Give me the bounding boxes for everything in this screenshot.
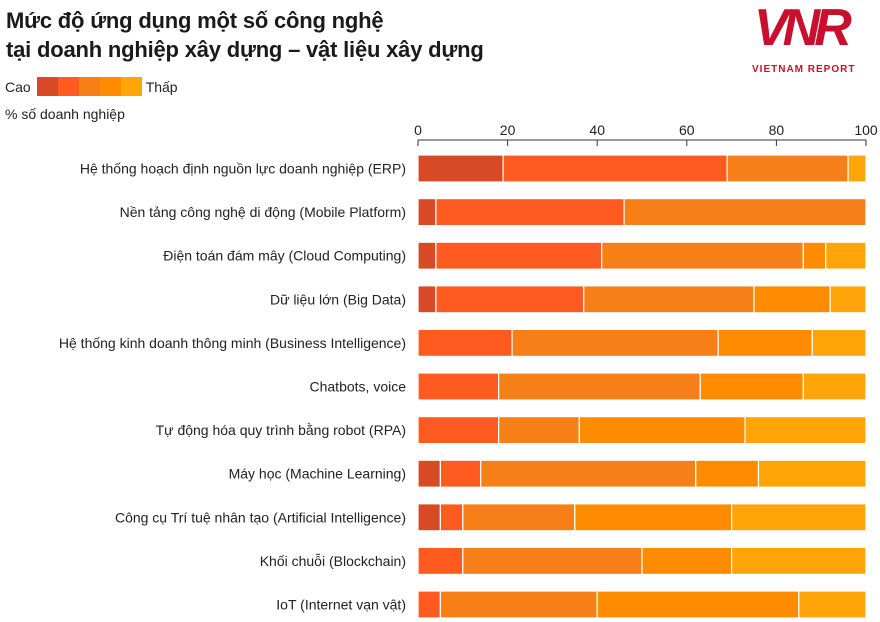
bar-segment-level-3 xyxy=(583,285,755,314)
x-tick-label: 80 xyxy=(769,122,785,138)
bar-segment-level-3 xyxy=(498,416,580,445)
legend-swatch-2 xyxy=(78,77,100,96)
bar-segment-level-4 xyxy=(578,416,746,445)
bar-segment-level-5 xyxy=(847,154,867,183)
bar-segment-level-5 xyxy=(730,546,867,576)
bar-segment-level-5 xyxy=(730,503,867,532)
bar-segment-level-4 xyxy=(699,372,804,401)
title-line-2: tại doanh nghiệp xây dựng – vật liệu xây… xyxy=(6,37,484,62)
bar-segment-level-5 xyxy=(811,328,867,357)
bar-segment-level-2 xyxy=(439,503,464,532)
unit-label: % số doanh nghiệp xyxy=(5,106,125,122)
bar-segment-level-2 xyxy=(439,459,482,488)
logo-mark: VNR xyxy=(754,0,852,57)
bar-segment-level-4 xyxy=(753,285,831,314)
category-label: Máy học (Machine Learning) xyxy=(229,466,406,482)
legend-swatch-4 xyxy=(120,77,142,96)
bar-segment-level-5 xyxy=(757,459,867,488)
bar-segment-level-4 xyxy=(695,459,760,488)
vietnam-report-logo: VNR VIETNAM REPORT xyxy=(748,0,880,80)
legend-swatch-1 xyxy=(57,77,79,96)
category-label: Dữ liệu lớn (Big Data) xyxy=(270,291,406,307)
bar-segment-level-4 xyxy=(641,546,733,576)
bar-segment-level-3 xyxy=(511,328,719,357)
bar-segment-level-1 xyxy=(417,154,504,183)
x-tick-label: 100 xyxy=(854,122,878,138)
legend-high-label: Cao xyxy=(5,78,31,95)
category-label: Chatbots, voice xyxy=(310,379,407,395)
bar-segment-level-2 xyxy=(435,285,585,314)
bar-segment-level-5 xyxy=(825,241,867,270)
bar-segment-level-4 xyxy=(802,241,827,270)
legend-swatch-3 xyxy=(99,77,121,96)
category-label: Hệ thống kinh doanh thông minh (Business… xyxy=(59,335,406,351)
bar-segment-level-1 xyxy=(417,285,437,314)
bar-segment-level-1 xyxy=(417,198,437,227)
bar-segment-level-3 xyxy=(623,198,867,227)
bar-segment-level-3 xyxy=(439,590,598,619)
category-label: Điện toán đám mây (Cloud Computing) xyxy=(163,248,406,264)
bar-segment-level-2 xyxy=(417,416,500,445)
bar-segment-level-5 xyxy=(802,372,867,401)
category-label: Công cụ Trí tuệ nhân tạo (Artificial Int… xyxy=(115,509,406,525)
bar-segment-level-2 xyxy=(502,154,728,183)
logo-subtitle: VIETNAM REPORT xyxy=(752,64,856,75)
title-line-1: Mức độ ứng dụng một số công nghệ xyxy=(6,8,384,33)
bar-segment-level-5 xyxy=(829,285,867,314)
bar-segment-level-3 xyxy=(601,241,804,270)
category-label: IoT (Internet vạn vật) xyxy=(276,597,406,613)
bar-segment-level-4 xyxy=(574,503,733,532)
x-tick-label: 40 xyxy=(589,122,605,138)
category-label: Nền tảng công nghệ di động (Mobile Platf… xyxy=(120,204,406,220)
legend-swatch-0 xyxy=(36,77,58,96)
bar-segment-level-2 xyxy=(435,241,603,270)
legend-low-label: Thấp xyxy=(145,78,178,95)
bar-segment-level-5 xyxy=(798,590,867,619)
bar-segment-level-2 xyxy=(435,198,625,227)
category-label: Tự động hóa quy trình bằng robot (RPA) xyxy=(156,422,406,438)
bar-segment-level-2 xyxy=(417,590,441,619)
category-label: Hệ thống hoạch định nguồn lực doanh nghi… xyxy=(80,161,406,177)
bar-segment-level-1 xyxy=(417,241,437,270)
x-tick-label: 60 xyxy=(679,122,695,138)
bar-segment-level-3 xyxy=(462,546,643,576)
bar-segment-level-3 xyxy=(480,459,697,488)
x-tick-label: 0 xyxy=(414,122,422,138)
bar-segment-level-1 xyxy=(417,503,441,532)
chart-title: Mức độ ứng dụng một số công nghệ tại doa… xyxy=(6,6,484,64)
bar-segment-level-2 xyxy=(417,546,464,576)
bar-segment-level-3 xyxy=(462,503,576,532)
bar-segment-level-4 xyxy=(717,328,813,357)
category-label: Khối chuỗi (Blockchain) xyxy=(260,553,406,569)
bar-segment-level-4 xyxy=(596,590,800,619)
x-tick-label: 20 xyxy=(500,122,516,138)
bar-segment-level-3 xyxy=(726,154,849,183)
bar-segment-level-2 xyxy=(417,372,500,401)
bar-segment-level-3 xyxy=(498,372,701,401)
legend-swatches xyxy=(36,77,142,96)
bar-segment-level-5 xyxy=(744,416,867,445)
bar-segment-level-2 xyxy=(417,328,513,357)
bar-segment-level-1 xyxy=(417,459,441,488)
legend: Cao Thấp xyxy=(5,77,178,96)
